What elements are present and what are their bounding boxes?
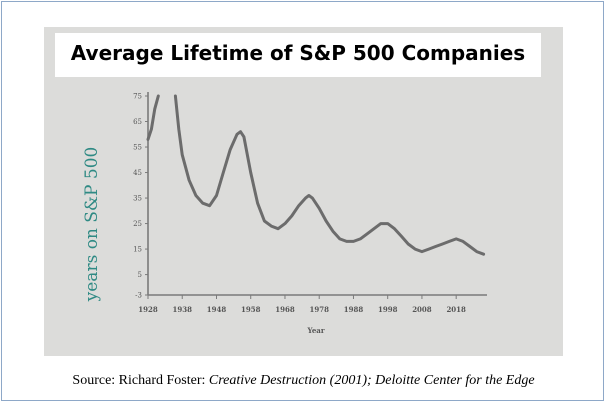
series-lines: [146, 94, 486, 256]
x-axis-label: Year: [306, 326, 324, 335]
x-tick-label: 1938: [173, 305, 193, 314]
x-tick-label: 1928: [138, 305, 158, 314]
y-tick-label: 65: [133, 118, 142, 126]
x-tick-label: 1978: [309, 305, 329, 314]
y-axis-ticks: 75 65 55 45 35 25 15 5 -3: [133, 93, 148, 300]
series-line-1: [146, 94, 160, 141]
source-title: Creative Destruction (2001); Deloitte Ce…: [208, 373, 535, 388]
x-tick-label: 1968: [275, 305, 295, 314]
x-tick-label: 2018: [446, 305, 466, 314]
source-prefix: Source: Richard Foster:: [72, 373, 209, 388]
y-tick-label: 35: [133, 195, 142, 203]
x-tick-label: 1988: [344, 305, 364, 314]
x-tick-label: 1948: [207, 305, 227, 314]
y-tick-label: -3: [135, 292, 142, 300]
source-caption: Source: Richard Foster: Creative Destruc…: [0, 373, 607, 389]
x-tick-label: 1998: [378, 305, 398, 314]
y-tick-label: 25: [133, 220, 142, 228]
chart-title: Average Lifetime of S&P 500 Companies: [70, 41, 526, 65]
chart-axes: [147, 92, 487, 296]
x-tick-label: 1958: [241, 305, 261, 314]
title-box: Average Lifetime of S&P 500 Companies: [55, 33, 541, 77]
y-tick-label: 45: [133, 169, 142, 177]
chart-photo-background: [44, 27, 563, 356]
series-line-2: [173, 94, 486, 256]
y-tick-label: 5: [138, 271, 142, 279]
y-tick-label: 55: [133, 144, 142, 152]
x-tick-label: 2008: [412, 305, 432, 314]
x-axis-ticks: 1928 1938 1948 1958 1968 1978 1988 1998 2008 2018: [138, 295, 466, 314]
y-tick-label: 75: [133, 93, 142, 101]
y-tick-label: 15: [133, 246, 142, 254]
